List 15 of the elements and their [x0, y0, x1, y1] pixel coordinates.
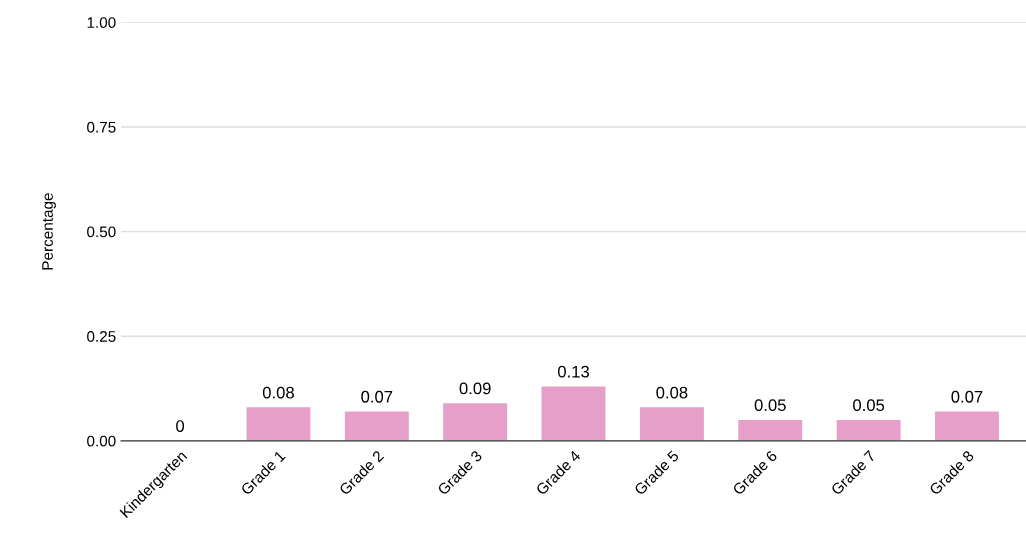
y-axis-title: Percentage — [42, 193, 56, 270]
data-label: 0.08 — [656, 386, 688, 399]
data-label: 0.13 — [557, 365, 590, 378]
y-tick-label: 1.00 — [87, 17, 116, 29]
data-label: 0.05 — [754, 399, 786, 412]
y-tick-label: 0.75 — [87, 121, 116, 133]
data-label: 0 — [176, 420, 185, 432]
data-label: 0.07 — [361, 390, 393, 403]
data-label: 0.07 — [951, 390, 983, 403]
data-label: 0.05 — [853, 399, 885, 412]
data-label: 0.09 — [459, 382, 491, 395]
data-label: 0.08 — [262, 386, 294, 399]
y-tick-label: 0.00 — [87, 435, 116, 447]
y-tick-label: 0.50 — [87, 226, 116, 238]
y-tick-label: 0.25 — [87, 331, 116, 342]
